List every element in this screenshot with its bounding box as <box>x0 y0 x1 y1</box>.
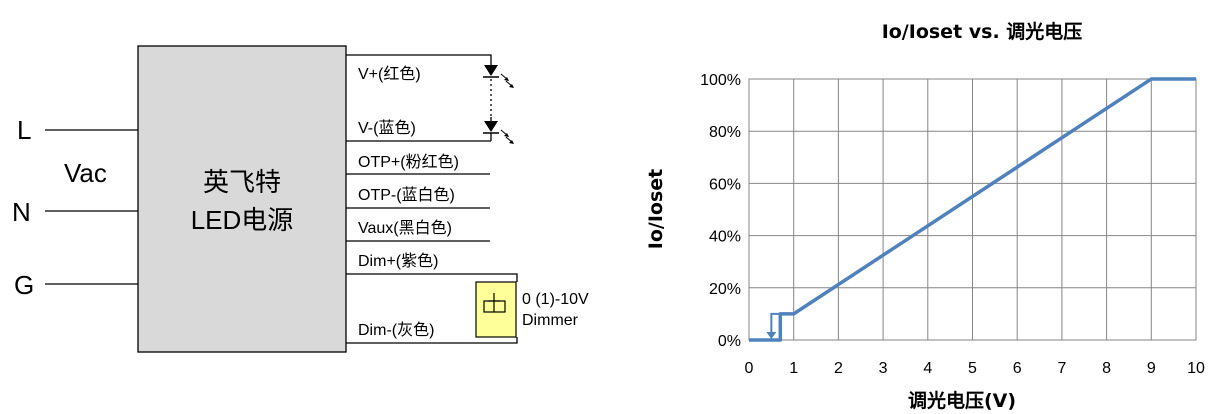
input-n-label: N <box>12 197 31 227</box>
y-tick-label: 0% <box>718 333 741 350</box>
wire-otp-plus-label: OTP+(粉红色) <box>358 153 459 171</box>
potentiometer-icon <box>483 293 506 313</box>
y-tick-label: 100% <box>700 72 741 89</box>
power-supply-name: 英飞特 <box>203 167 281 197</box>
x-tick-label: 2 <box>834 360 843 377</box>
x-tick-label: 7 <box>1057 360 1066 377</box>
input-vac-label: Vac <box>64 158 107 188</box>
y-tick-label: 80% <box>709 124 741 141</box>
wire-vminus-label: V-(蓝色) <box>358 119 416 137</box>
wire-vplus-label: V+(红色) <box>358 65 421 83</box>
x-tick-label: 9 <box>1147 360 1156 377</box>
wire-dim-plus-label: Dim+(紫色) <box>358 252 438 270</box>
wire-otp-minus-label: OTP-(蓝白色) <box>358 186 455 204</box>
dimmer-label: Dimmer <box>522 312 579 329</box>
series-line <box>749 77 1196 342</box>
power-supply-type: LED电源 <box>191 205 294 235</box>
power-supply-box <box>137 45 347 353</box>
wire-vaux-label: Vaux(黑白色) <box>358 219 452 237</box>
x-tick-label: 8 <box>1102 360 1111 377</box>
led-icon <box>483 117 514 144</box>
x-tick-label: 1 <box>789 360 798 377</box>
x-axis-label: 调光电压(V) <box>908 389 1016 412</box>
y-tick-label: 40% <box>709 229 741 246</box>
dimming-curve-chart: Io/Ioset vs. 调光电压 调光电压(V) Io/Ioset 0 1 2 3 4… <box>645 20 1205 412</box>
y-tick-label: 60% <box>709 176 741 193</box>
wire-dim-minus-label: Dim-(灰色) <box>358 321 434 339</box>
x-tick-label: 4 <box>923 360 932 377</box>
y-axis-label: Io/Ioset <box>645 169 667 249</box>
hysteresis-arrow <box>766 332 777 339</box>
x-tick-label: 3 <box>879 360 888 377</box>
dimmer-box <box>475 281 517 338</box>
x-tick-label: 6 <box>1013 360 1022 377</box>
led-icon <box>483 65 514 88</box>
x-tick-label: 10 <box>1187 360 1205 377</box>
wiring-diagram: L Vac N G 英飞特 LED电源 V+(红色) V-(蓝色) OTP+(粉… <box>12 45 589 353</box>
input-l-label: L <box>17 115 31 145</box>
y-tick-label: 20% <box>709 281 741 298</box>
input-g-label: G <box>14 270 34 300</box>
chart-title: Io/Ioset vs. 调光电压 <box>882 20 1083 43</box>
dimmer-range-label: 0 (1)-10V <box>522 291 589 308</box>
hysteresis-line <box>770 312 781 334</box>
x-tick-label: 0 <box>745 360 754 377</box>
x-tick-label: 5 <box>968 360 977 377</box>
